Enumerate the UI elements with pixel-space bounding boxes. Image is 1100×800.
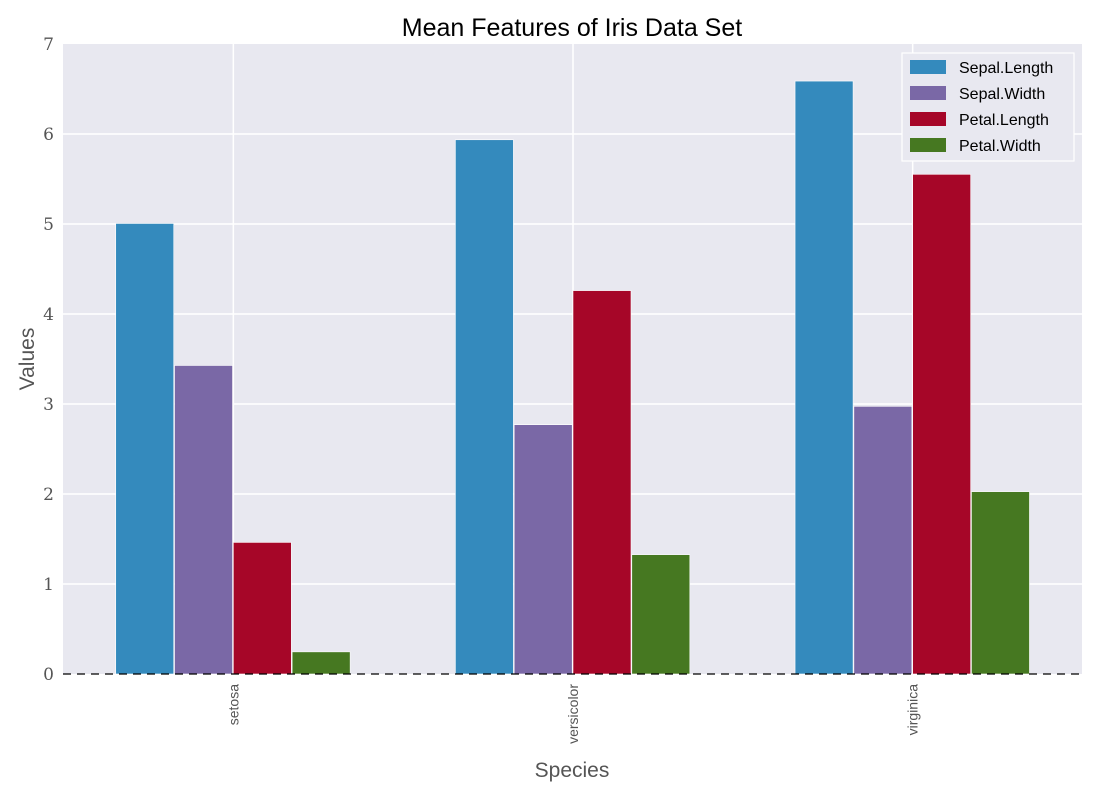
- x-tick-label: virginica: [905, 684, 921, 736]
- bar-petal-length-setosa: [233, 542, 292, 675]
- x-tick-label: setosa: [225, 684, 241, 725]
- legend-label: Sepal.Length: [959, 60, 1053, 77]
- y-tick-label: 6: [43, 125, 54, 145]
- x-axis-ticks: setosa versicolor virginica: [225, 684, 920, 744]
- legend-swatch: [910, 138, 946, 152]
- bar-sepal-width-setosa: [174, 365, 233, 675]
- y-tick-label: 2: [43, 485, 54, 505]
- legend-swatch: [910, 112, 946, 126]
- bar-sepal-length-setosa: [115, 223, 175, 675]
- y-tick-label: 5: [43, 215, 54, 235]
- legend-label: Sepal.Width: [959, 86, 1045, 103]
- bars: [115, 80, 1030, 675]
- bar-sepal-length-versicolor: [455, 139, 514, 675]
- chart-title: Mean Features of Iris Data Set: [402, 14, 742, 42]
- y-tick-label: 1: [43, 575, 54, 595]
- legend: Sepal.Length Sepal.Width Petal.Length Petal…: [901, 52, 1075, 162]
- bar-petal-width-setosa: [291, 651, 351, 675]
- bar-sepal-length-virginica: [794, 80, 854, 675]
- bar-petal-width-versicolor: [631, 554, 691, 675]
- legend-swatch: [910, 86, 946, 100]
- x-tick-label: versicolor: [565, 684, 581, 744]
- y-axis-label: Values: [16, 328, 39, 391]
- bar-petal-length-versicolor: [572, 290, 632, 675]
- y-tick-label: 3: [43, 395, 54, 415]
- legend-swatch: [910, 60, 946, 74]
- legend-label: Petal.Width: [959, 138, 1041, 155]
- y-tick-label: 7: [43, 35, 54, 55]
- legend-label: Petal.Length: [959, 112, 1049, 129]
- x-axis-label: Species: [535, 759, 610, 782]
- y-tick-label: 0: [43, 665, 54, 685]
- y-tick-label: 4: [43, 305, 54, 325]
- y-axis-ticks: 0 1 2 3 4 5 6 7: [43, 35, 54, 685]
- bar-sepal-width-versicolor: [513, 424, 573, 675]
- bar-petal-width-virginica: [971, 491, 1030, 675]
- bar-petal-length-virginica: [912, 174, 971, 675]
- bar-sepal-width-virginica: [853, 406, 913, 675]
